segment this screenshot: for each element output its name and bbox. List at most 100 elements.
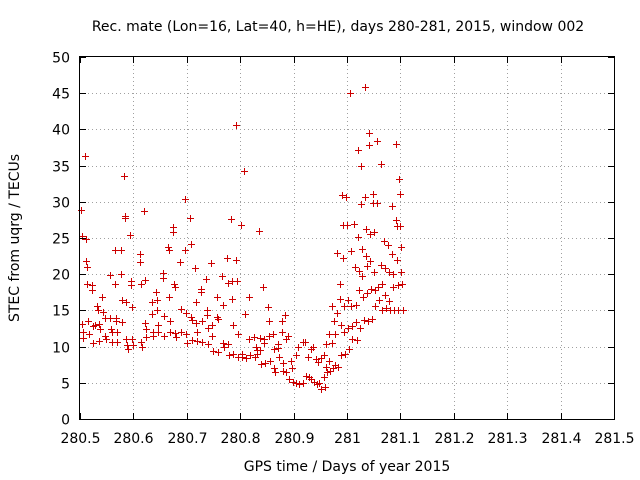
data-point [355, 234, 362, 241]
data-point [141, 208, 148, 215]
data-point [341, 329, 348, 336]
x-tick-label: 281 [334, 431, 361, 447]
data-point [369, 316, 376, 323]
data-point [183, 331, 190, 338]
data-point [124, 342, 131, 349]
data-point [348, 303, 355, 310]
data-point [246, 294, 253, 301]
data-point [331, 318, 338, 325]
data-point [379, 281, 386, 288]
data-point [258, 361, 265, 368]
data-point [339, 192, 346, 199]
data-point [290, 379, 297, 386]
data-point [130, 342, 137, 349]
x-tick-label: 281.2 [434, 431, 474, 447]
data-point [149, 311, 156, 318]
y-tick-label: 40 [52, 123, 70, 139]
data-point [335, 364, 342, 371]
data-point [193, 320, 200, 327]
data-point [340, 255, 347, 262]
data-point [160, 275, 167, 282]
y-tick-label: 45 [52, 87, 70, 103]
data-point [86, 331, 93, 338]
data-point [125, 346, 132, 353]
data-point [378, 262, 385, 269]
data-point [359, 273, 366, 280]
data-point [203, 276, 210, 283]
data-point [321, 374, 328, 381]
data-point [365, 318, 372, 325]
data-point [199, 339, 206, 346]
data-point [183, 310, 190, 317]
data-point [371, 269, 378, 276]
data-point [94, 303, 101, 310]
x-tick-label: 280.7 [167, 431, 207, 447]
y-tick-label: 10 [52, 341, 70, 357]
data-point [114, 329, 121, 336]
data-point [224, 255, 231, 262]
data-point [362, 84, 369, 91]
data-point [342, 351, 349, 358]
data-point [233, 257, 240, 264]
data-point [241, 168, 248, 175]
data-point [356, 268, 363, 275]
data-point [348, 248, 355, 255]
data-point [178, 329, 185, 336]
data-point [122, 215, 129, 222]
data-point [198, 289, 205, 296]
x-tick-labels: 280.5 280.6 280.7 280.8 280.9 281 281.1 281.2 28… [60, 431, 634, 447]
y-tick-label: 5 [61, 377, 70, 393]
data-point [271, 346, 278, 353]
data-point [96, 321, 103, 328]
data-point [326, 358, 333, 365]
data-point [137, 251, 144, 258]
data-point [221, 344, 228, 351]
data-point [209, 333, 216, 340]
data-point [112, 247, 119, 254]
data-point [96, 338, 103, 345]
data-point [154, 297, 161, 304]
data-point [386, 269, 393, 276]
data-point [251, 334, 258, 341]
data-point [229, 296, 236, 303]
data-point [266, 333, 273, 340]
data-point [108, 326, 115, 333]
data-point [139, 344, 146, 351]
data-point [289, 365, 296, 372]
data-point [257, 347, 264, 354]
data-point [334, 250, 341, 257]
data-point [318, 355, 325, 362]
data-point [214, 294, 221, 301]
y-tick-label: 15 [52, 304, 70, 320]
data-point [129, 336, 136, 343]
x-tick-label: 280.6 [113, 431, 153, 447]
data-point [235, 331, 242, 338]
data-point [363, 253, 370, 260]
data-point [80, 335, 87, 342]
data-point [99, 294, 106, 301]
data-point [246, 336, 253, 343]
data-point [302, 339, 309, 346]
data-point [390, 284, 397, 291]
data-point [397, 223, 404, 230]
data-point [83, 258, 90, 265]
data-point [344, 222, 351, 229]
x-tick-label: 280.8 [220, 431, 260, 447]
data-point [107, 315, 114, 322]
data-point [150, 333, 157, 340]
data-point [363, 226, 370, 233]
data-point [393, 217, 400, 224]
data-point [341, 303, 348, 310]
data-point [357, 325, 364, 332]
data-point [219, 273, 226, 280]
data-point [142, 320, 149, 327]
data-point [155, 322, 162, 329]
data-point [362, 194, 369, 201]
data-point [389, 251, 396, 258]
data-point [194, 329, 201, 336]
y-axis-label: STEC from uqrg / TECUs [7, 154, 23, 322]
data-point [327, 368, 334, 375]
data-point [172, 330, 179, 337]
data-point [323, 341, 330, 348]
data-point [368, 286, 375, 293]
